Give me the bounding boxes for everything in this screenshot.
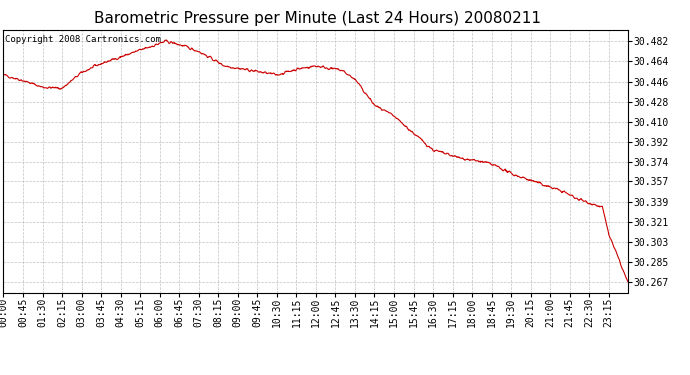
Text: Copyright 2008 Cartronics.com: Copyright 2008 Cartronics.com <box>5 35 161 44</box>
Text: Barometric Pressure per Minute (Last 24 Hours) 20080211: Barometric Pressure per Minute (Last 24 … <box>94 11 541 26</box>
